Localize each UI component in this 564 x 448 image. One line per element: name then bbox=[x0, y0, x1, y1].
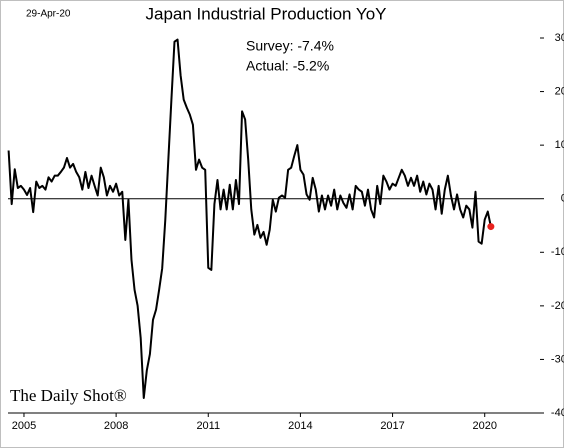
y-tick-label: 20.0 bbox=[555, 85, 564, 97]
last-point bbox=[487, 223, 495, 231]
annotation: Actual: -5.2% bbox=[246, 58, 329, 74]
date-label: 29-Apr-20 bbox=[26, 9, 71, 20]
y-tick-label: -30.0 bbox=[551, 353, 564, 365]
y-tick-label: 30.0 bbox=[555, 32, 564, 44]
y-tick-label: -10.0 bbox=[551, 246, 564, 258]
series-line bbox=[7, 38, 492, 399]
watermark: The Daily Shot® bbox=[10, 386, 127, 405]
annotation: Survey: -7.4% bbox=[246, 38, 334, 54]
x-tick-label: 2011 bbox=[196, 420, 220, 432]
y-tick-label: -20.0 bbox=[551, 300, 564, 312]
x-tick-label: 2017 bbox=[380, 420, 404, 432]
x-tick-label: 2008 bbox=[104, 420, 128, 432]
y-tick-label: -40.0 bbox=[551, 407, 564, 419]
x-tick-label: 2005 bbox=[12, 420, 36, 432]
chart-title: Japan Industrial Production YoY bbox=[145, 4, 386, 23]
x-tick-label: 2014 bbox=[288, 420, 312, 432]
y-tick-label: 10.0 bbox=[555, 139, 564, 151]
x-tick-label: 2020 bbox=[472, 420, 496, 432]
y-tick-label: 0.0 bbox=[561, 193, 564, 205]
